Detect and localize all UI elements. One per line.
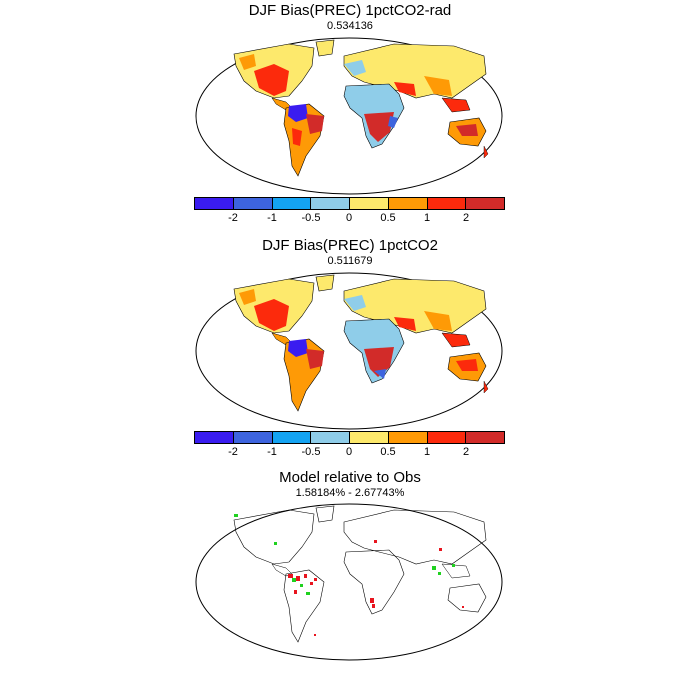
colorbar-tick: -2 <box>228 212 238 224</box>
colorbar-2-ticks: -2 -1 -0.5 0 0.5 1 2 <box>0 446 700 460</box>
colorbar-tick: 2 <box>462 446 470 458</box>
greenland-outline <box>315 505 335 523</box>
colorbar-swatch <box>466 432 504 443</box>
colorbar-swatch <box>311 198 350 209</box>
panel-1-title: DJF Bias(PREC) 1pctCO2-rad <box>248 2 452 19</box>
colorbar-swatch <box>427 432 467 443</box>
colorbar-swatch <box>272 432 312 443</box>
panel-3-subtitle: 1.58184% - 2.67743% <box>295 487 405 499</box>
colorbar-tick: 1 <box>423 446 431 458</box>
colorbar-swatch <box>195 198 234 209</box>
colorbar-tick: 1 <box>423 212 431 224</box>
colorbar-tick: 0 <box>345 212 353 224</box>
colorbar-swatch <box>233 198 273 209</box>
panel-3-title: Model relative to Obs <box>279 469 421 486</box>
colorbar-swatch <box>350 198 389 209</box>
panel-1-subtitle: 0.534136 <box>327 20 373 32</box>
colorbar-tick: -0.5 <box>301 212 321 224</box>
australia-outline <box>447 583 487 613</box>
colorbar-swatch <box>427 198 467 209</box>
colorbar-tick: 0 <box>345 446 353 458</box>
colorbar-swatch <box>311 432 350 443</box>
greenland-land <box>315 39 335 57</box>
eurasia-outline <box>343 509 487 565</box>
colorbar-swatch <box>233 432 273 443</box>
colorbar-swatch <box>388 432 428 443</box>
better-markers <box>234 514 455 595</box>
greenland-land <box>315 274 335 292</box>
colorbar-tick: 2 <box>462 212 470 224</box>
colorbar-swatch <box>388 198 428 209</box>
colorbar-swatch <box>272 198 312 209</box>
colorbar-tick: 0.5 <box>380 212 396 224</box>
panel-2-subtitle: 0.511679 <box>327 255 373 267</box>
north-america-outline <box>233 509 315 565</box>
colorbar-tick: -0.5 <box>301 446 321 458</box>
bias-map-1pctco2-rad <box>195 37 503 195</box>
colorbar-swatch <box>350 432 389 443</box>
panel-2-title: DJF Bias(PREC) 1pctCO2 <box>262 237 438 254</box>
colorbar-1 <box>194 197 505 210</box>
south-america-outline <box>283 569 325 643</box>
colorbar-tick: 0.5 <box>380 446 396 458</box>
colorbar-swatch <box>195 432 234 443</box>
colorbar-tick: -1 <box>267 212 277 224</box>
colorbar-tick: -2 <box>228 446 238 458</box>
worse-markers <box>288 540 464 636</box>
africa-outline <box>343 549 405 615</box>
model-relative-map <box>195 503 503 661</box>
bias-map-1pctco2 <box>195 272 503 430</box>
colorbar-2 <box>194 431 505 444</box>
colorbar-tick: -1 <box>267 446 277 458</box>
colorbar-1-ticks: -2 -1 -0.5 0 0.5 1 2 <box>0 212 700 226</box>
colorbar-swatch <box>466 198 504 209</box>
